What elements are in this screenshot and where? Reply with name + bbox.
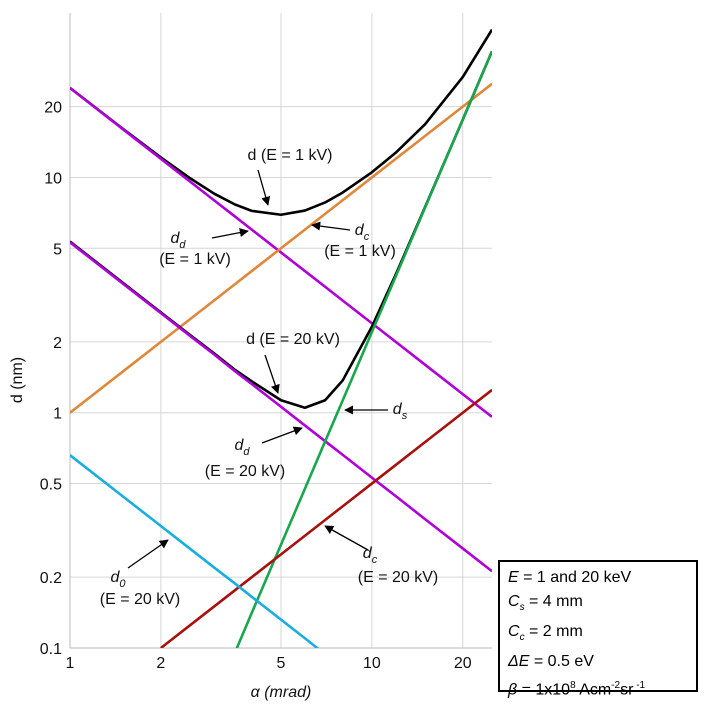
info-sup: 8 (570, 680, 576, 692)
annotation-text: d (E = 20 kV) (246, 331, 340, 348)
annotation: d0 (110, 569, 126, 590)
x-tick-label: 5 (277, 655, 286, 672)
annotation-text: d (393, 401, 403, 418)
info-line: ΔE = 0.5 eV (508, 650, 688, 674)
annotation-text: d (363, 545, 373, 562)
y-tick-label: 20 (44, 100, 62, 117)
annotation-sub: d (179, 239, 186, 251)
annotation-arrow (264, 354, 280, 394)
annotation-arrow (211, 228, 249, 239)
info-text: = 4 mm (524, 593, 583, 610)
annotation: ds (393, 401, 408, 422)
y-tick-label: 10 (44, 170, 62, 187)
annotation-note: (E = 20 kV) (100, 591, 180, 608)
y-tick-label: 2 (53, 335, 62, 352)
annotation-sub: d (243, 446, 250, 458)
info-sup: -1 (633, 680, 646, 692)
info-text: = 1 and 20 keV (518, 569, 632, 586)
info-sym: C (508, 623, 520, 641)
annotation-note: (E = 1 kV) (324, 243, 396, 260)
plot-area (70, 28, 492, 648)
info-sub: s (519, 602, 525, 614)
x-tick-label: 20 (454, 655, 472, 672)
x-tick-label: 2 (156, 655, 165, 672)
x-tick-label: 1 (66, 655, 75, 672)
y-tick-label: 1 (53, 406, 62, 423)
info-sym: β (508, 681, 518, 699)
annotation-sub: c (372, 554, 378, 566)
info-line: Cc = 2 mm (508, 620, 688, 650)
info-sym: C (508, 593, 520, 610)
info-sym: ΔE (508, 653, 530, 671)
series-line (70, 454, 320, 648)
annotation-sub: s (402, 410, 408, 422)
annotation-text: d (355, 222, 365, 239)
info-sym: E (508, 569, 519, 586)
annotation: dc (355, 222, 370, 243)
info-text: Acm (575, 681, 612, 699)
annotation-text: d (110, 569, 120, 586)
annotation-text: d (234, 437, 244, 454)
annotation-arrow (324, 525, 369, 551)
info-text: = 1x10 (517, 681, 571, 699)
x-axis-label: α (mrad) (251, 684, 312, 701)
info-line: E = 1 and 20 keV (508, 566, 688, 590)
annotation: dc (363, 545, 378, 566)
info-line: β = 1x108 Acm-2sr -1 (508, 674, 688, 702)
info-text: sr (620, 681, 634, 699)
annotation-sub: 0 (119, 578, 126, 590)
y-tick-label: 0.5 (40, 477, 62, 494)
x-tick-label: 10 (363, 655, 381, 672)
info-text: = 0.5 eV (529, 653, 594, 671)
annotation: dd (170, 230, 186, 251)
series-line (70, 82, 492, 414)
info-text: = 2 mm (524, 623, 583, 641)
info-sup: -2 (611, 680, 621, 692)
info-box: E = 1 and 20 keV Cs = 4 mm Cc = 2 mm ΔE = 0… (498, 560, 698, 699)
y-axis-label: d (nm) (9, 357, 26, 403)
annotation-arrow (127, 539, 169, 569)
annotation: d (E = 1 kV) (248, 147, 333, 164)
annotation: d (E = 20 kV) (246, 331, 340, 348)
annotation-sub: c (364, 231, 370, 243)
annotation-note: (E = 20 kV) (205, 463, 285, 480)
annotation-arrow (261, 426, 303, 444)
info-line: Cs = 4 mm (508, 590, 688, 620)
annotation-note: (E = 1 kV) (159, 251, 231, 268)
annotation-note: (E = 20 kV) (358, 569, 438, 586)
series-line (70, 28, 492, 217)
annotation: dd (234, 437, 250, 458)
info-sub: c (519, 632, 525, 644)
series-line (70, 86, 492, 418)
annotation-text: d (170, 230, 180, 247)
y-tick-label: 0.2 (40, 570, 62, 587)
series-line (160, 388, 492, 648)
series-line (235, 50, 492, 648)
y-tick-label: 0.1 (40, 641, 62, 658)
annotation-arrow (257, 169, 271, 206)
series-line (70, 241, 492, 573)
annotation-text: d (E = 1 kV) (248, 147, 333, 164)
y-tick-label: 5 (53, 241, 62, 258)
annotation-arrow (311, 221, 351, 231)
